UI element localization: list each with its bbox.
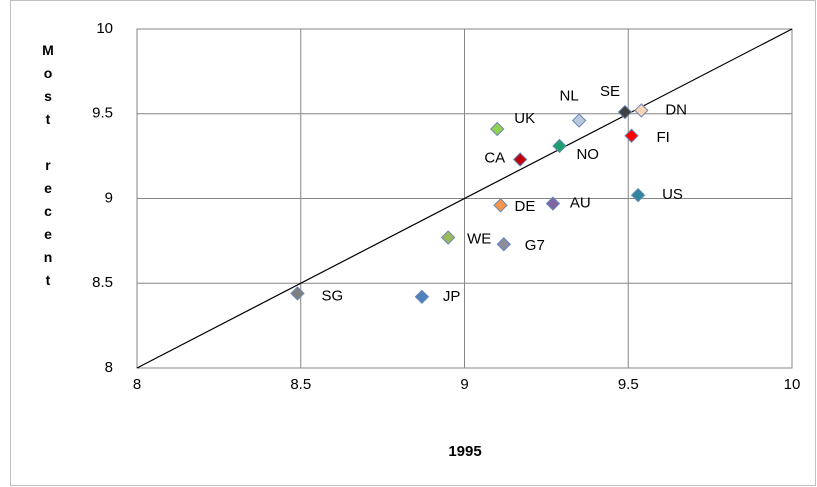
- point: [552, 138, 567, 154]
- point-label: NL: [560, 87, 579, 104]
- reference-line: [136, 28, 793, 369]
- x-tick-label: 10: [784, 376, 801, 393]
- point: [624, 128, 639, 143]
- y-tick-label: 9: [105, 189, 113, 206]
- point: [634, 103, 649, 118]
- point: [545, 196, 561, 211]
- point-label: SG: [321, 287, 343, 304]
- chart-frame: [10, 0, 816, 486]
- point-label: UK: [514, 110, 535, 127]
- point-label: NO: [576, 146, 599, 163]
- point: [493, 198, 508, 213]
- point: [512, 152, 528, 167]
- point: [496, 237, 512, 252]
- point-label: CA: [484, 149, 505, 166]
- x-tick-label: 9: [460, 376, 468, 393]
- y-tick-label: 8.5: [92, 274, 113, 291]
- point: [290, 286, 305, 301]
- point-label: AU: [570, 195, 591, 212]
- y-tick-label: 10: [96, 20, 113, 37]
- point-label: JP: [443, 288, 461, 305]
- x-tick-label: 8.5: [290, 376, 311, 393]
- plot-area: [136, 28, 793, 369]
- point: [630, 187, 646, 203]
- point-label: US: [662, 186, 683, 203]
- x-axis-label: 1995: [448, 443, 481, 460]
- point-label: DE: [515, 198, 536, 215]
- point-label: FI: [657, 129, 670, 146]
- point: [490, 121, 505, 137]
- point: [617, 104, 633, 120]
- point: [440, 230, 456, 245]
- y-tick-label: 9.5: [92, 105, 113, 122]
- point-label: DN: [665, 101, 687, 118]
- y-axis-label: Most recent: [40, 42, 56, 295]
- y-tick-label: 8: [105, 359, 113, 376]
- point-label: WE: [467, 230, 491, 247]
- point-label: G7: [525, 237, 545, 254]
- point-label: SE: [600, 83, 620, 100]
- point: [571, 113, 587, 128]
- x-tick-label: 9.5: [618, 376, 639, 393]
- x-tick-label: 8: [133, 376, 141, 393]
- point: [414, 289, 430, 305]
